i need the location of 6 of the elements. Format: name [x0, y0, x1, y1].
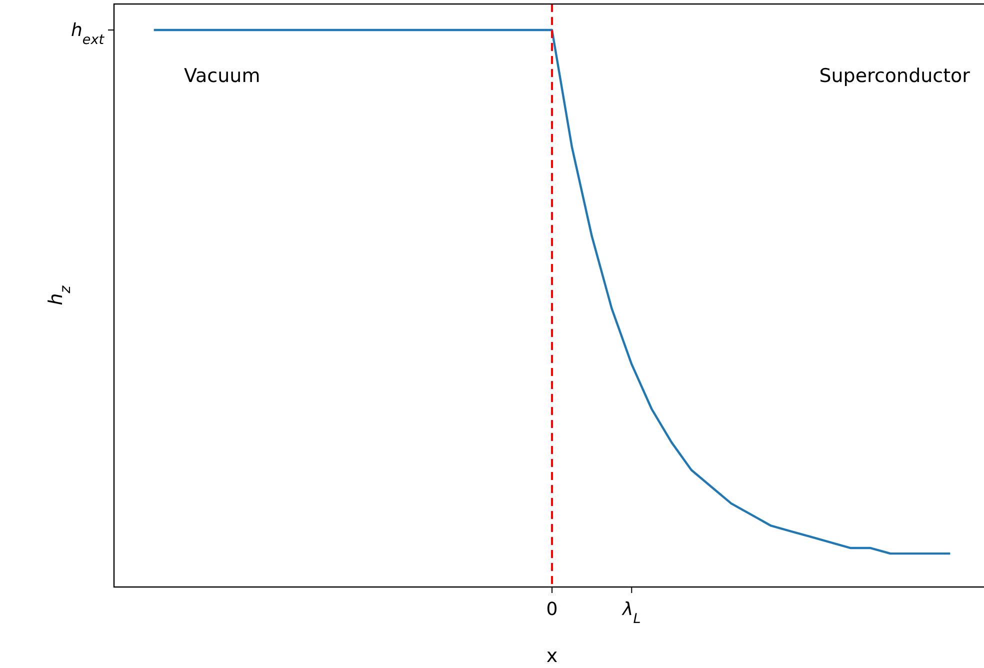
annotation: Superconductor — [819, 65, 970, 87]
annotation: Vacuum — [184, 65, 260, 87]
text: h$_{ext}$ — [70, 20, 105, 48]
x-axis-title: x — [546, 645, 558, 667]
x-tick-label: 0 — [546, 599, 558, 620]
x-tick-label: λ$_{L}$ — [622, 599, 641, 627]
